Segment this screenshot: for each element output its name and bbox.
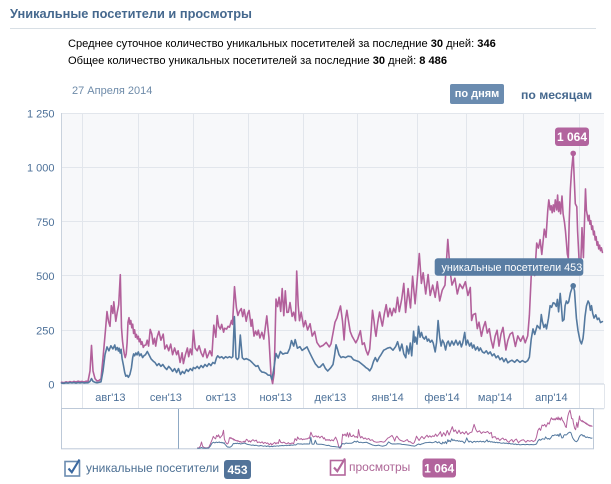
svg-text:янв'14: янв'14 xyxy=(371,392,403,404)
svg-text:1 000: 1 000 xyxy=(27,163,55,175)
svg-text:1 250: 1 250 xyxy=(27,109,55,121)
svg-text:1 064: 1 064 xyxy=(557,130,587,144)
svg-text:250: 250 xyxy=(36,325,54,337)
svg-text:1 064: 1 064 xyxy=(424,462,454,476)
svg-text:500: 500 xyxy=(36,271,54,283)
svg-text:ноя'13: ноя'13 xyxy=(259,392,291,404)
svg-text:750: 750 xyxy=(36,217,54,229)
svg-text:дек'13: дек'13 xyxy=(315,392,347,404)
svg-text:авг'13: авг'13 xyxy=(95,392,125,404)
svg-text:уникальные посетители 453: уникальные посетители 453 xyxy=(442,262,583,274)
svg-text:мар'14: мар'14 xyxy=(478,392,512,404)
svg-text:453: 453 xyxy=(227,463,247,477)
svg-text:уникальные посетители: уникальные посетители xyxy=(86,461,219,475)
svg-text:окт'13: окт'13 xyxy=(206,392,236,404)
svg-text:0: 0 xyxy=(48,380,54,392)
svg-text:фев'14: фев'14 xyxy=(424,392,459,404)
svg-text:просмотры: просмотры xyxy=(349,460,410,474)
svg-text:апр'14: апр'14 xyxy=(535,392,568,404)
svg-text:сен'13: сен'13 xyxy=(150,392,182,404)
